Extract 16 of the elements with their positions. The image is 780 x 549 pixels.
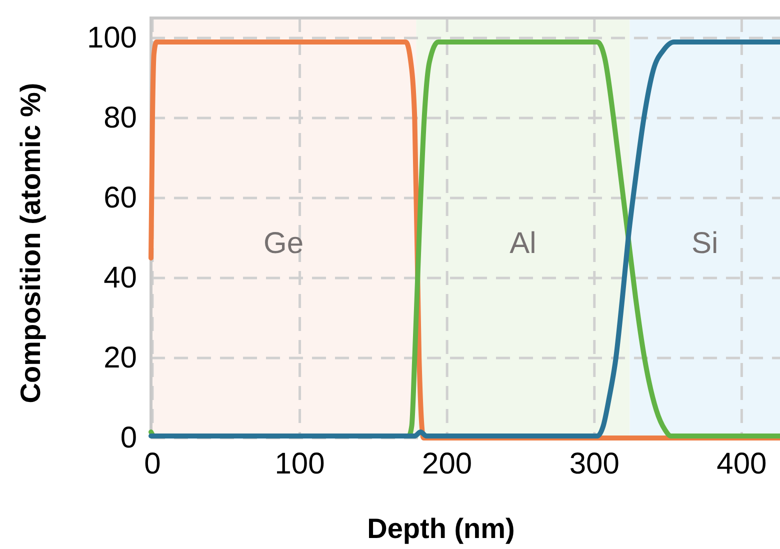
band-label: Si: [692, 227, 718, 260]
y-tick-label: 0: [120, 422, 137, 455]
band-label: Al: [510, 227, 536, 260]
y-tick-label: 100: [86, 22, 137, 55]
y-tick-label: 40: [104, 262, 137, 295]
x-axis-title: Depth (nm): [367, 513, 515, 544]
band-label: Ge: [264, 227, 304, 260]
x-tick-label: 0: [144, 447, 161, 480]
y-tick-label: 60: [104, 182, 137, 215]
y-tick-label: 80: [104, 102, 137, 135]
x-tick-label: 200: [422, 447, 472, 480]
y-tick-label: 20: [104, 342, 137, 375]
x-tick-label: 300: [569, 447, 620, 480]
x-tick-label: 100: [274, 447, 325, 480]
x-tick-label: 400: [716, 447, 767, 480]
y-axis-title: Composition (atomic %): [15, 82, 46, 404]
